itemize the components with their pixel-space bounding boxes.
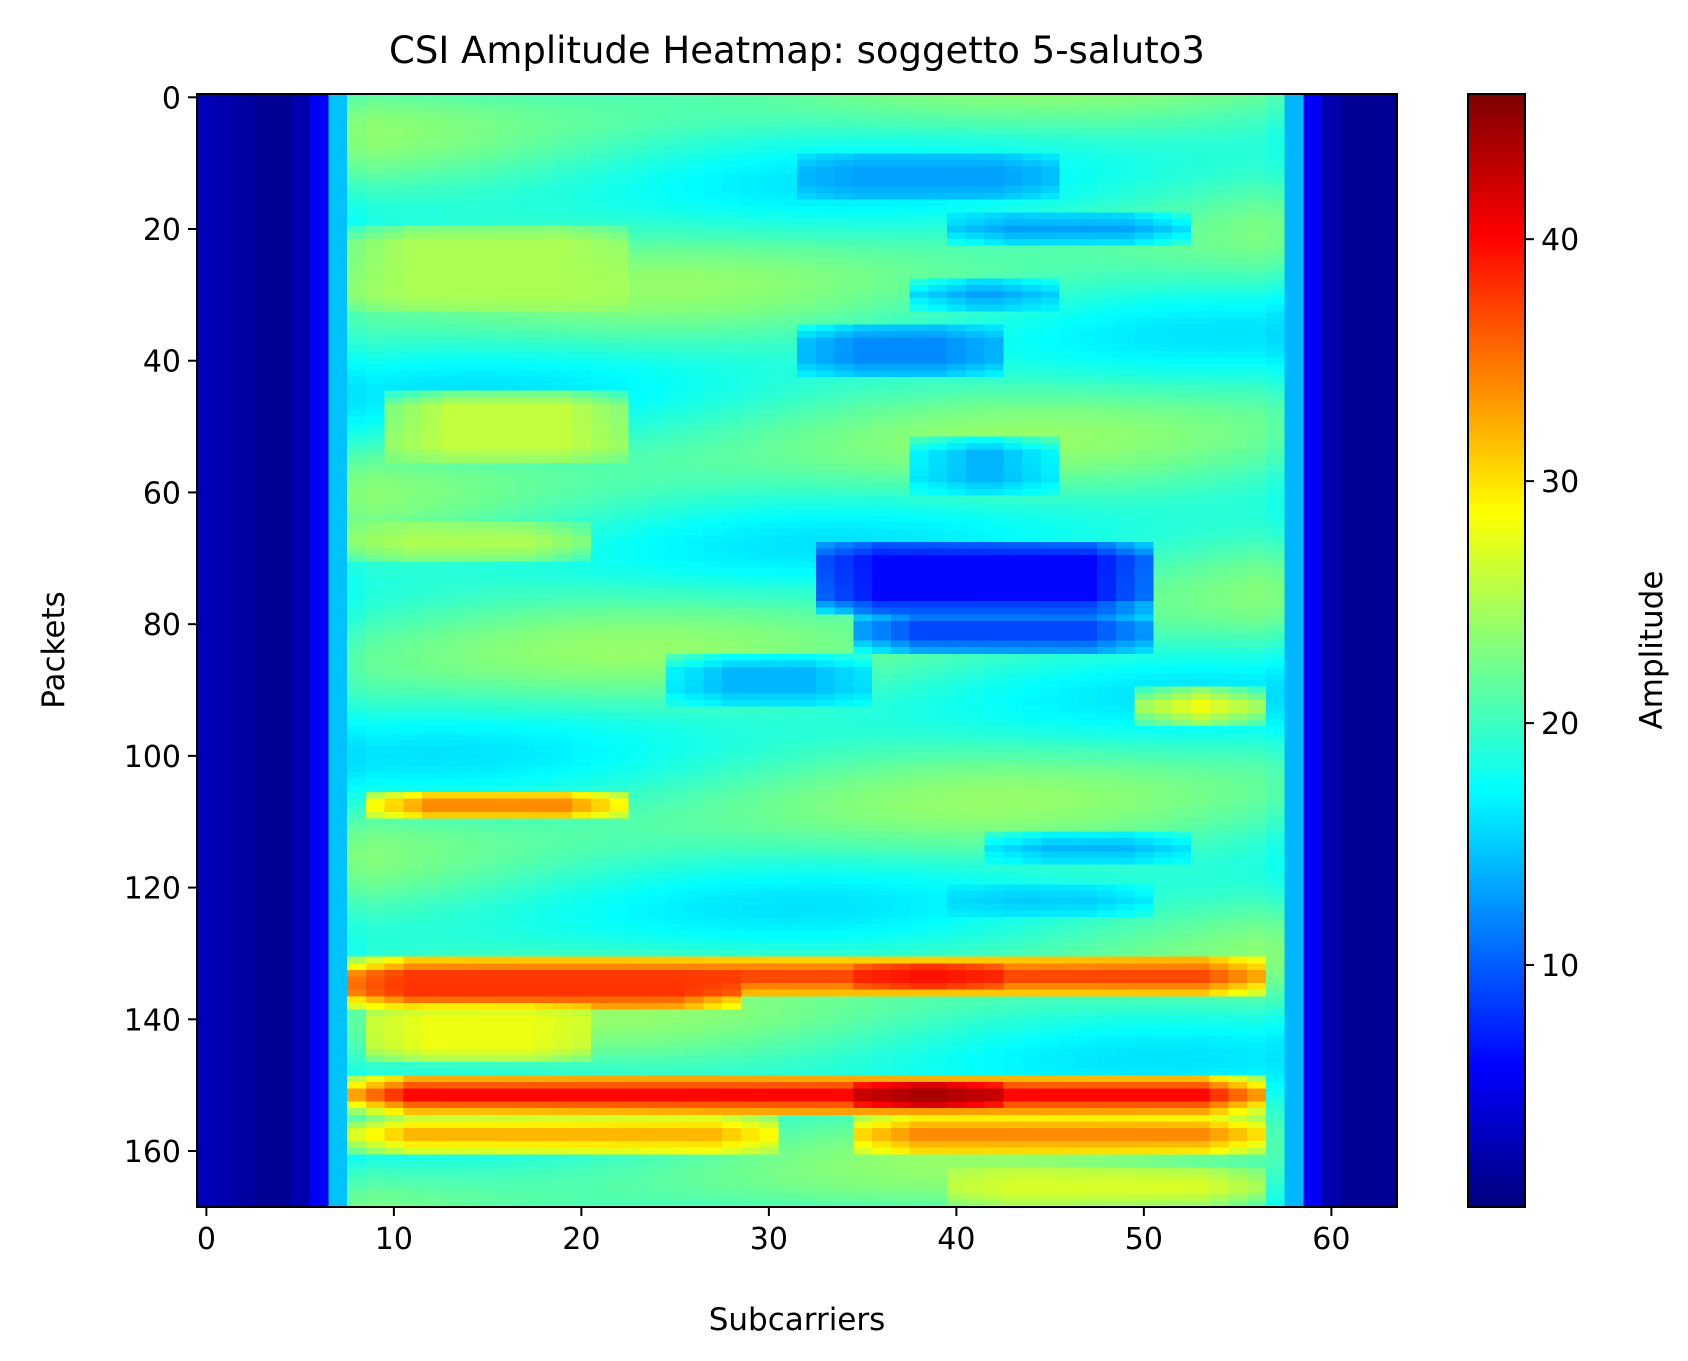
y-tick-label: 60 <box>143 476 181 511</box>
y-tick-label: 80 <box>143 608 181 643</box>
x-tick-label: 40 <box>937 1222 975 1257</box>
x-tick-label: 0 <box>197 1222 216 1257</box>
colorbar-label: Amplitude <box>1634 571 1670 730</box>
y-tick-label: 120 <box>124 872 181 907</box>
y-tick-label: 160 <box>124 1135 181 1170</box>
x-tick-label: 50 <box>1125 1222 1163 1257</box>
y-tick-label: 140 <box>124 1003 181 1038</box>
y-axis-label: Packets <box>36 591 72 709</box>
y-tick-label: 0 <box>162 81 181 116</box>
colorbar-tick-label: 40 <box>1541 223 1579 258</box>
x-tick-label: 60 <box>1312 1222 1350 1257</box>
y-axis-ticks: 0 20 40 60 80 100 120 140 160 <box>124 81 197 1170</box>
y-tick-label: 100 <box>124 740 181 775</box>
x-axis-label: Subcarriers <box>709 1302 886 1338</box>
x-tick-label: 20 <box>562 1222 600 1257</box>
colorbar-tick-label: 30 <box>1541 465 1579 500</box>
chart-title: CSI Amplitude Heatmap: soggetto 5-saluto… <box>389 29 1205 72</box>
x-axis-ticks: 0 10 20 30 40 50 60 <box>197 1207 1350 1257</box>
colorbar-ticks: 10 20 30 40 <box>1525 223 1579 984</box>
heatmap-plot-area <box>197 94 1397 1207</box>
colorbar-gradient <box>1468 94 1525 1207</box>
x-tick-label: 30 <box>750 1222 788 1257</box>
colorbar-tick-label: 20 <box>1541 707 1579 742</box>
y-tick-label: 40 <box>143 345 181 380</box>
colorbar-frame <box>1467 93 1526 1208</box>
x-tick-label: 10 <box>375 1222 413 1257</box>
colorbar-tick-label: 10 <box>1541 949 1579 984</box>
plot-frame <box>196 93 1398 1208</box>
y-tick-label: 20 <box>143 213 181 248</box>
